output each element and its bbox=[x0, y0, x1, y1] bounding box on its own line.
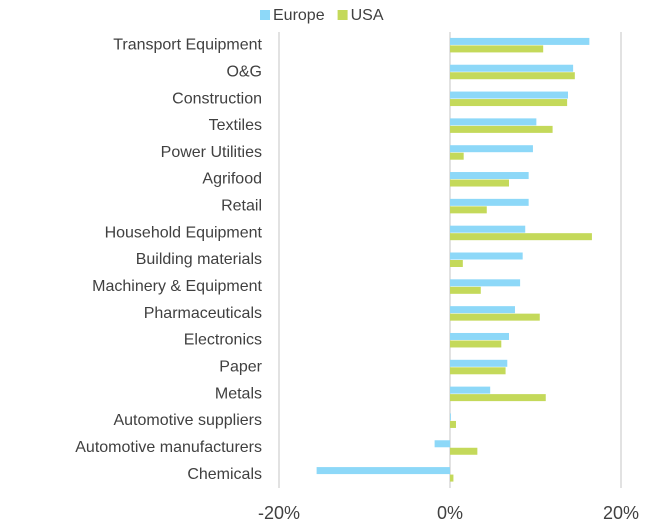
y-tick-label: Paper bbox=[219, 359, 262, 376]
bar bbox=[450, 206, 487, 214]
bar bbox=[450, 260, 463, 267]
y-tick-label: Retail bbox=[221, 198, 262, 215]
bar bbox=[450, 413, 451, 421]
bar bbox=[450, 306, 515, 314]
y-tick-label: Household Equipment bbox=[105, 224, 263, 241]
bar bbox=[450, 367, 506, 375]
y-tick-label: Machinery & Equipment bbox=[92, 278, 262, 295]
legend-swatch bbox=[260, 10, 270, 20]
bar bbox=[450, 394, 546, 402]
y-tick-label: Transport Equipment bbox=[113, 37, 262, 54]
bar bbox=[450, 145, 533, 153]
bar bbox=[450, 286, 481, 294]
x-tick-label: -20% bbox=[258, 503, 300, 523]
bar bbox=[450, 332, 509, 340]
bar bbox=[450, 233, 592, 241]
bar bbox=[450, 125, 553, 133]
bar bbox=[450, 474, 454, 482]
bar bbox=[450, 179, 509, 187]
y-tick-label: Chemicals bbox=[187, 466, 262, 483]
bar bbox=[450, 99, 568, 107]
y-tick-label: Building materials bbox=[136, 251, 262, 268]
y-tick-label: O&G bbox=[226, 63, 262, 80]
bar bbox=[450, 386, 491, 394]
y-tick-label: Pharmaceuticals bbox=[144, 305, 262, 322]
bar bbox=[450, 172, 529, 180]
bar bbox=[450, 225, 526, 233]
bar bbox=[450, 45, 544, 53]
bar bbox=[450, 91, 568, 99]
bar bbox=[434, 440, 450, 448]
bar bbox=[450, 37, 590, 45]
bar bbox=[450, 118, 537, 126]
bar bbox=[450, 340, 502, 348]
y-tick-label: Metals bbox=[215, 385, 262, 402]
y-tick-label: Electronics bbox=[184, 332, 262, 349]
bar bbox=[450, 72, 575, 80]
legend-swatch bbox=[337, 10, 348, 20]
y-tick-label: Automotive manufacturers bbox=[75, 439, 262, 456]
bar bbox=[450, 252, 523, 260]
bar bbox=[450, 420, 456, 428]
x-tick-label: 0% bbox=[437, 503, 463, 523]
legend-label: USA bbox=[351, 7, 384, 24]
bar bbox=[450, 447, 478, 455]
x-tick-label: 20% bbox=[603, 503, 639, 523]
bar bbox=[450, 64, 574, 72]
y-tick-label: Textiles bbox=[209, 117, 262, 134]
bar bbox=[450, 152, 464, 160]
bar bbox=[450, 198, 529, 206]
y-tick-label: Agrifood bbox=[202, 171, 262, 188]
bar bbox=[450, 279, 521, 287]
y-tick-label: Power Utilities bbox=[161, 144, 262, 161]
bar bbox=[316, 467, 450, 475]
bar bbox=[450, 313, 540, 321]
y-tick-label: Automotive suppliers bbox=[113, 412, 262, 429]
bar bbox=[450, 359, 508, 367]
legend-label: Europe bbox=[273, 7, 325, 24]
y-tick-label: Construction bbox=[172, 90, 262, 107]
